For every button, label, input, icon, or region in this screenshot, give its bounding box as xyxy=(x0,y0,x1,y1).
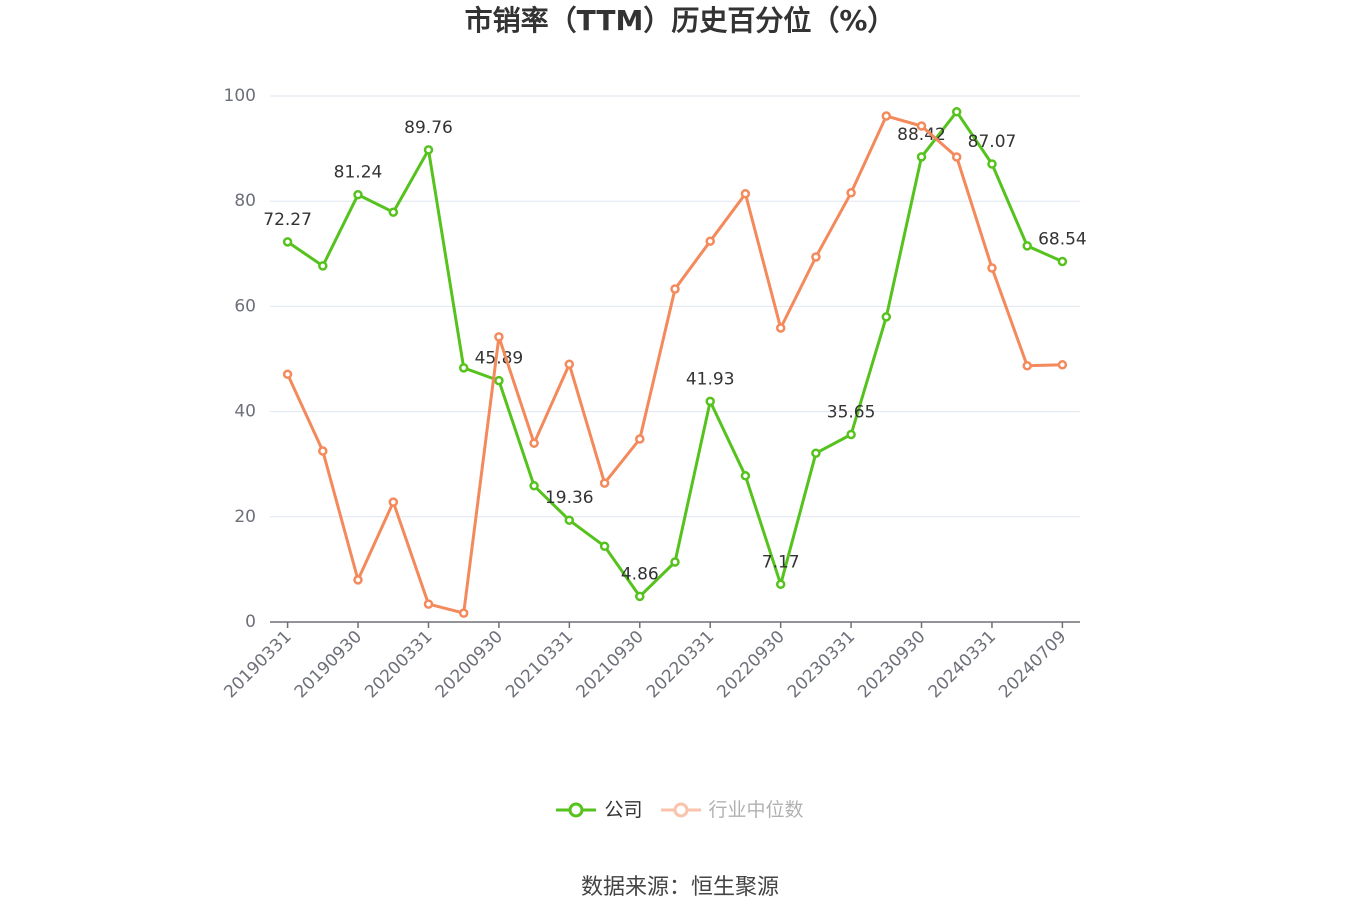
x-tick-label: 20190930 xyxy=(291,627,366,702)
data-point-company xyxy=(951,107,962,117)
data-point-company xyxy=(775,579,786,590)
legend-item-company[interactable]: 公司 xyxy=(556,797,643,823)
data-point-company xyxy=(599,541,610,552)
x-tick-label: 20230930 xyxy=(854,627,929,702)
y-axis: 0 20 40 60 80 100 xyxy=(224,86,256,632)
series-line-company xyxy=(286,110,1064,598)
x-tick-label: 20230331 xyxy=(784,627,859,702)
data-point-company xyxy=(740,471,751,481)
data-label-company: 4.86 xyxy=(621,564,659,584)
data-label-company: 35.65 xyxy=(827,403,876,423)
series-industry-median xyxy=(282,111,1068,618)
data-point-company xyxy=(353,189,363,200)
data-point-company xyxy=(1022,241,1032,251)
data-point-company xyxy=(811,448,821,458)
data-point-industry-median xyxy=(353,575,363,585)
data-point-industry-median xyxy=(775,323,786,333)
y-tick-label: 100 xyxy=(224,86,256,106)
data-point-industry-median xyxy=(282,369,293,380)
data-point-industry-median xyxy=(635,434,645,444)
data-point-industry-median xyxy=(846,188,856,198)
x-tick-label: 20210930 xyxy=(573,627,648,702)
legend: 公司 行业中位数 xyxy=(0,797,1360,823)
data-label-company: 81.24 xyxy=(334,163,383,183)
data-point-industry-median xyxy=(740,189,751,199)
data-point-industry-median xyxy=(1022,361,1032,371)
data-label-company: 19.36 xyxy=(545,488,594,508)
data-point-company xyxy=(670,557,680,567)
y-tick-label: 80 xyxy=(234,191,256,211)
data-point-company xyxy=(987,159,997,169)
data-point-company xyxy=(916,152,927,162)
legend-label-industry-median: 行业中位数 xyxy=(708,799,804,821)
legend-marker-company xyxy=(556,802,597,818)
legend-item-industry-median[interactable]: 行业中位数 xyxy=(660,797,804,823)
legend-label-company: 公司 xyxy=(604,799,643,821)
x-tick-label: 20210331 xyxy=(502,627,577,702)
data-source: 数据来源：恒生聚源 xyxy=(580,875,779,900)
data-label-company: 89.76 xyxy=(404,118,453,138)
y-tick-label: 20 xyxy=(234,507,256,527)
legend-marker-industry-median xyxy=(660,802,701,818)
x-tick-label: 20200930 xyxy=(432,627,507,702)
data-label-company: 87.07 xyxy=(968,132,1017,152)
data-point-industry-median xyxy=(564,359,575,370)
x-tick-label: 20220930 xyxy=(713,627,788,702)
data-label-company: 88.42 xyxy=(897,125,946,145)
x-tick-label: 20240709 xyxy=(995,627,1070,702)
data-point-company xyxy=(881,312,892,322)
data-point-industry-median xyxy=(705,236,715,246)
chart-title: 市销率（TTM）历史百分位（%） xyxy=(464,4,896,37)
data-point-industry-median xyxy=(916,121,927,131)
data-point-industry-median xyxy=(881,111,892,121)
data-label-company: 72.27 xyxy=(263,210,312,230)
data-point-industry-median xyxy=(529,438,539,448)
data-point-company xyxy=(423,145,434,155)
data-point-company xyxy=(529,481,539,491)
data-point-company xyxy=(564,515,575,525)
x-tick-label: 20240331 xyxy=(925,627,1000,702)
data-point-industry-median xyxy=(388,497,399,507)
series-company: 72.27 81.24 89.76 45.89 19.36 4.86 41.93 7.17 35… xyxy=(263,107,1087,602)
data-point-industry-median xyxy=(951,152,962,162)
y-tick-label: 0 xyxy=(245,612,256,632)
data-point-industry-median xyxy=(811,252,821,262)
x-tick-label: 20220331 xyxy=(643,627,718,702)
data-point-company xyxy=(705,396,715,407)
data-point-company xyxy=(1057,256,1068,267)
data-point-industry-median xyxy=(987,263,997,273)
x-tick-label: 20190331 xyxy=(220,627,295,702)
data-point-industry-median xyxy=(494,332,504,342)
data-point-industry-median xyxy=(423,599,434,609)
data-point-industry-median xyxy=(670,284,680,294)
data-point-industry-median xyxy=(458,608,469,618)
data-point-industry-median xyxy=(318,446,328,456)
y-tick-label: 60 xyxy=(234,296,256,316)
data-label-company: 41.93 xyxy=(686,369,735,389)
data-label-company: 45.89 xyxy=(475,349,524,369)
data-label-company: 68.54 xyxy=(1038,230,1087,250)
data-point-company xyxy=(318,261,328,271)
data-point-company xyxy=(282,237,293,247)
y-tick-label: 40 xyxy=(234,402,256,422)
data-point-company xyxy=(635,591,645,602)
x-tick-label: 20200331 xyxy=(361,627,436,702)
data-point-company xyxy=(388,207,399,217)
data-point-industry-median xyxy=(599,478,610,488)
data-point-company xyxy=(494,375,504,386)
data-point-company xyxy=(458,363,469,373)
series-layer: 72.27 81.24 89.76 45.89 19.36 4.86 41.93 7.17 35… xyxy=(263,107,1087,618)
data-point-company xyxy=(846,429,856,440)
grid-lines xyxy=(270,95,1080,518)
data-point-industry-median xyxy=(1057,360,1068,370)
data-label-company: 7.17 xyxy=(762,552,800,572)
x-axis: 2019033120190930202003312020093020210331… xyxy=(220,621,1080,702)
